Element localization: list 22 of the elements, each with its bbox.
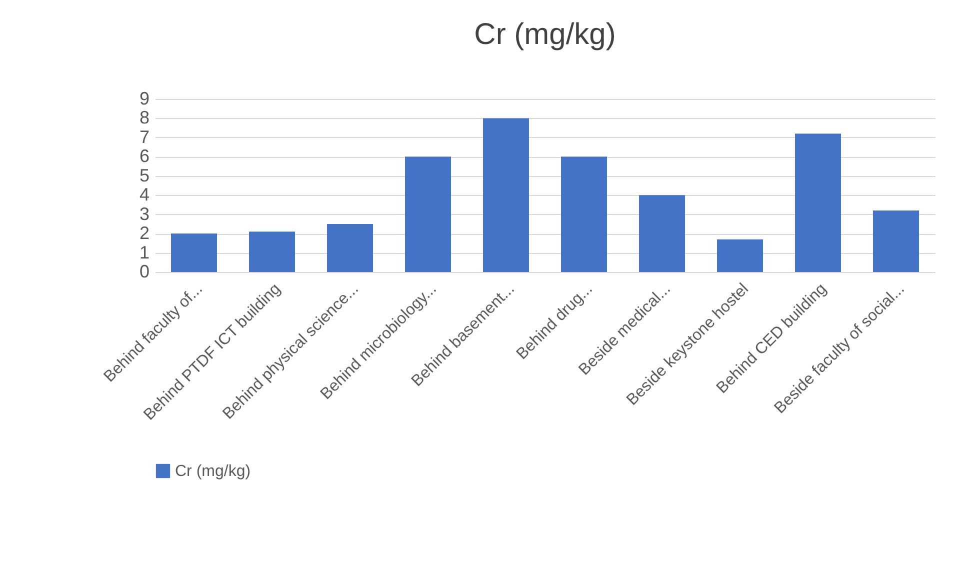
y-tick-label: 4 (139, 184, 150, 205)
y-tick-label: 2 (139, 223, 150, 244)
y-tick-label: 9 (139, 88, 150, 108)
bar (717, 239, 763, 272)
bar (249, 232, 295, 272)
bar (561, 156, 607, 272)
bar (171, 234, 217, 272)
y-tick-label: 5 (139, 165, 150, 186)
chart-title: Cr (mg/kg) (474, 18, 616, 51)
bar (405, 156, 451, 272)
bar (639, 195, 685, 272)
y-tick-label: 8 (139, 108, 150, 128)
bar (327, 224, 373, 272)
y-tick-label: 7 (139, 126, 150, 147)
y-tick-label: 0 (139, 262, 150, 282)
bar (873, 210, 919, 272)
legend-label: Cr (mg/kg) (175, 463, 251, 480)
y-tick-label: 3 (139, 204, 150, 224)
bar (483, 118, 529, 272)
y-tick-label: 1 (139, 242, 150, 262)
y-tick-label: 6 (139, 146, 150, 166)
bar (795, 134, 841, 272)
